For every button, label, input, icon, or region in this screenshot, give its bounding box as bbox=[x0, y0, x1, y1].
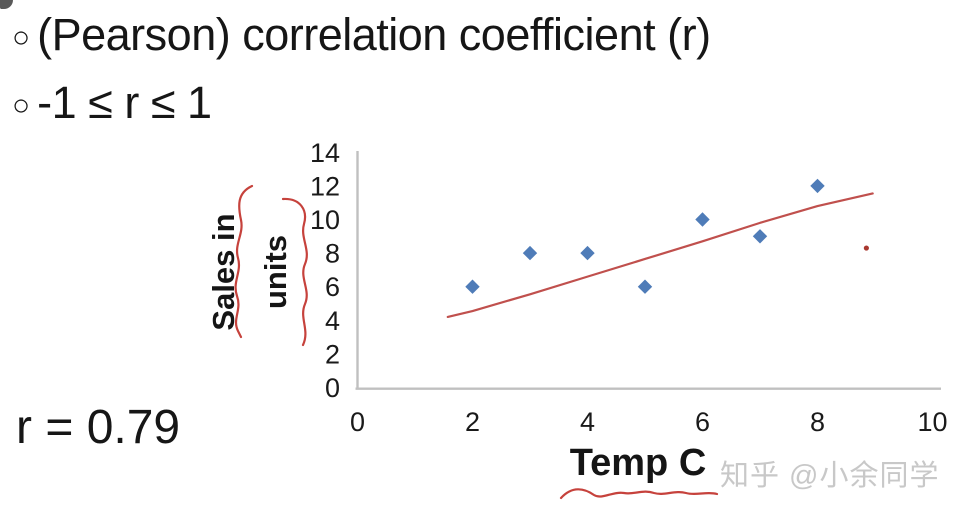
y-tick-label: 2 bbox=[325, 339, 340, 369]
trendline bbox=[446, 192, 874, 319]
xlabel-squiggle bbox=[559, 488, 719, 500]
y-tick-label: 6 bbox=[325, 272, 340, 302]
ylabel-squiggle-2 bbox=[281, 197, 308, 347]
data-point-marker bbox=[522, 245, 538, 261]
bullet-text-range: -1 ≤ r ≤ 1 bbox=[37, 77, 212, 128]
data-point-marker bbox=[580, 245, 595, 261]
y-tick-label: 0 bbox=[325, 373, 340, 403]
y-tick-label: 12 bbox=[310, 171, 340, 201]
data-point-marker bbox=[810, 178, 825, 194]
y-tick-label: 14 bbox=[310, 138, 340, 168]
data-point-marker bbox=[695, 212, 710, 227]
r-value-label: r = 0.79 bbox=[16, 401, 181, 454]
bullet-item-2: ○ -1 ≤ r ≤ 1 bbox=[12, 78, 212, 128]
corner-artifact bbox=[0, 0, 13, 9]
x-tick-label: 8 bbox=[810, 407, 825, 437]
y-tick-label: 8 bbox=[325, 239, 340, 269]
x-tick-label: 4 bbox=[580, 407, 595, 437]
x-tick-label: 2 bbox=[465, 407, 480, 437]
bullet-text-pearson: (Pearson) correlation coefficient (r) bbox=[37, 9, 711, 60]
data-point-marker bbox=[637, 279, 653, 294]
data-point-marker bbox=[465, 279, 480, 294]
x-tick-label: 0 bbox=[350, 407, 365, 437]
y-tick-label: 10 bbox=[310, 205, 340, 235]
bullet-circle-icon: ○ bbox=[12, 89, 31, 122]
data-point-marker bbox=[752, 229, 768, 244]
x-tick-label: 10 bbox=[917, 407, 947, 437]
bullet-circle-icon: ○ bbox=[12, 21, 31, 54]
watermark: 知乎 @小余同学 bbox=[720, 460, 940, 492]
stray-dot bbox=[863, 245, 869, 251]
y-tick-label: 4 bbox=[325, 306, 340, 336]
bullet-item-1: ○ (Pearson) correlation coefficient (r) bbox=[12, 10, 711, 60]
x-tick-label: 6 bbox=[695, 407, 710, 437]
x-axis-title: Temp C bbox=[569, 442, 707, 484]
ylabel-squiggle-1 bbox=[234, 184, 254, 339]
